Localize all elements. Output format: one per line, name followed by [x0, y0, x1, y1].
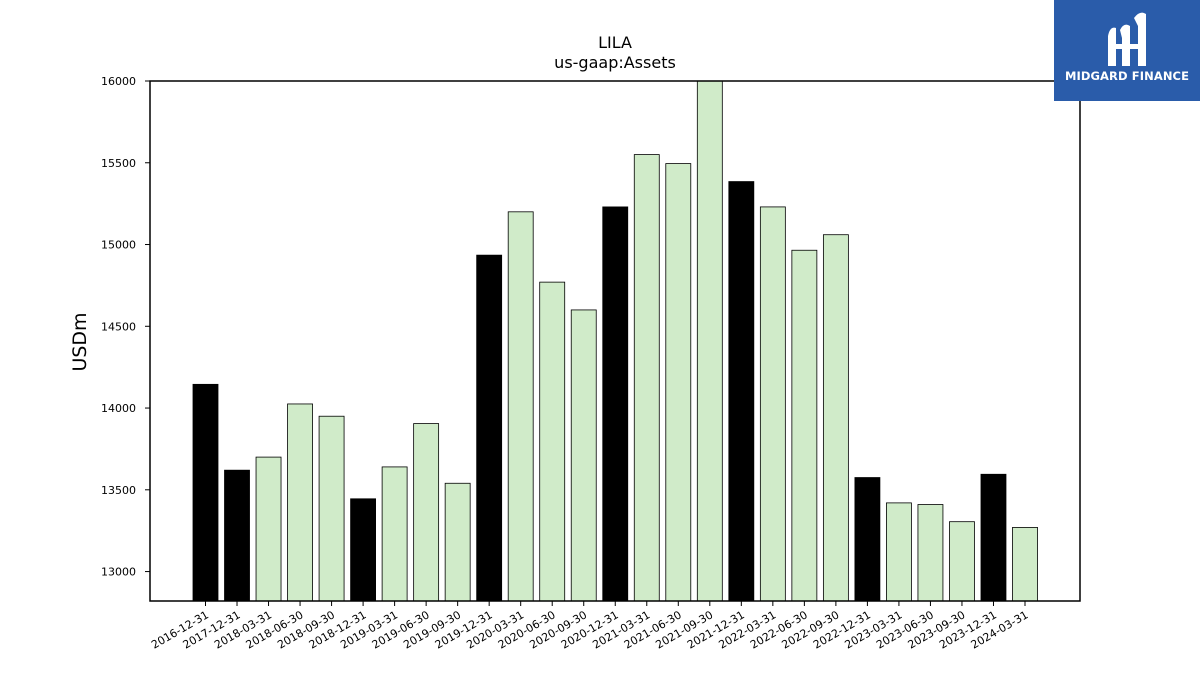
bar-2023-12-31 [980, 473, 1007, 602]
y-tick-label: 13000 [101, 566, 136, 579]
bar-2018-03-31 [255, 456, 282, 602]
y-tick-label: 14500 [101, 320, 136, 333]
logo-text: MIDGARD FINANCE [1064, 69, 1190, 83]
bar-2021-03-31 [633, 154, 660, 602]
y-axis-label: USDm [69, 312, 91, 371]
y-tick-label: 14000 [101, 402, 136, 415]
bar-2023-09-30 [949, 521, 975, 602]
midgard-logo-icon [1108, 12, 1146, 67]
y-tick-label: 13500 [101, 484, 136, 497]
bar-2022-12-31 [854, 477, 881, 602]
bar-2016-12-31 [192, 383, 219, 602]
y-tick-label: 15500 [101, 157, 136, 170]
chart-title: LILA [598, 33, 632, 52]
bar-2019-09-30 [444, 482, 471, 602]
chart-subtitle: us-gaap:Assets [554, 53, 676, 72]
midgard-finance-logo: MIDGARD FINANCE [1054, 0, 1200, 101]
bar-2017-12-31 [224, 469, 250, 602]
bar-2019-12-31 [476, 254, 503, 602]
bar-2020-12-31 [602, 206, 629, 602]
bar-2021-09-30 [696, 80, 723, 602]
bar-2020-06-30 [539, 281, 566, 602]
bar-2018-12-31 [350, 498, 376, 602]
plot-frame [149, 80, 1081, 602]
bar-2023-03-31 [886, 502, 912, 602]
bar-2022-03-31 [759, 206, 786, 602]
bar-2024-03-31 [1012, 527, 1038, 602]
y-tick-label: 15000 [101, 239, 136, 252]
bar-2022-06-30 [791, 249, 818, 602]
bar-2023-06-30 [917, 504, 944, 602]
bar-2019-03-31 [381, 466, 408, 602]
bar-2021-06-30 [665, 163, 692, 602]
bar-2022-09-30 [822, 234, 849, 602]
bar-2018-06-30 [287, 403, 313, 602]
bar-2020-09-30 [570, 309, 597, 602]
x-ticks: 2016-12-312017-12-312018-03-312018-06-30… [149, 601, 1031, 652]
y-tick-label: 16000 [101, 75, 136, 88]
bar-2020-03-31 [507, 211, 534, 602]
bar-2018-09-30 [318, 415, 345, 602]
bar-2019-06-30 [413, 423, 440, 602]
bars-group [192, 80, 1038, 602]
bar-2021-12-31 [728, 181, 755, 602]
y-ticks: 13000 13500 14000 14500 15000 15500 16000 [101, 75, 150, 579]
